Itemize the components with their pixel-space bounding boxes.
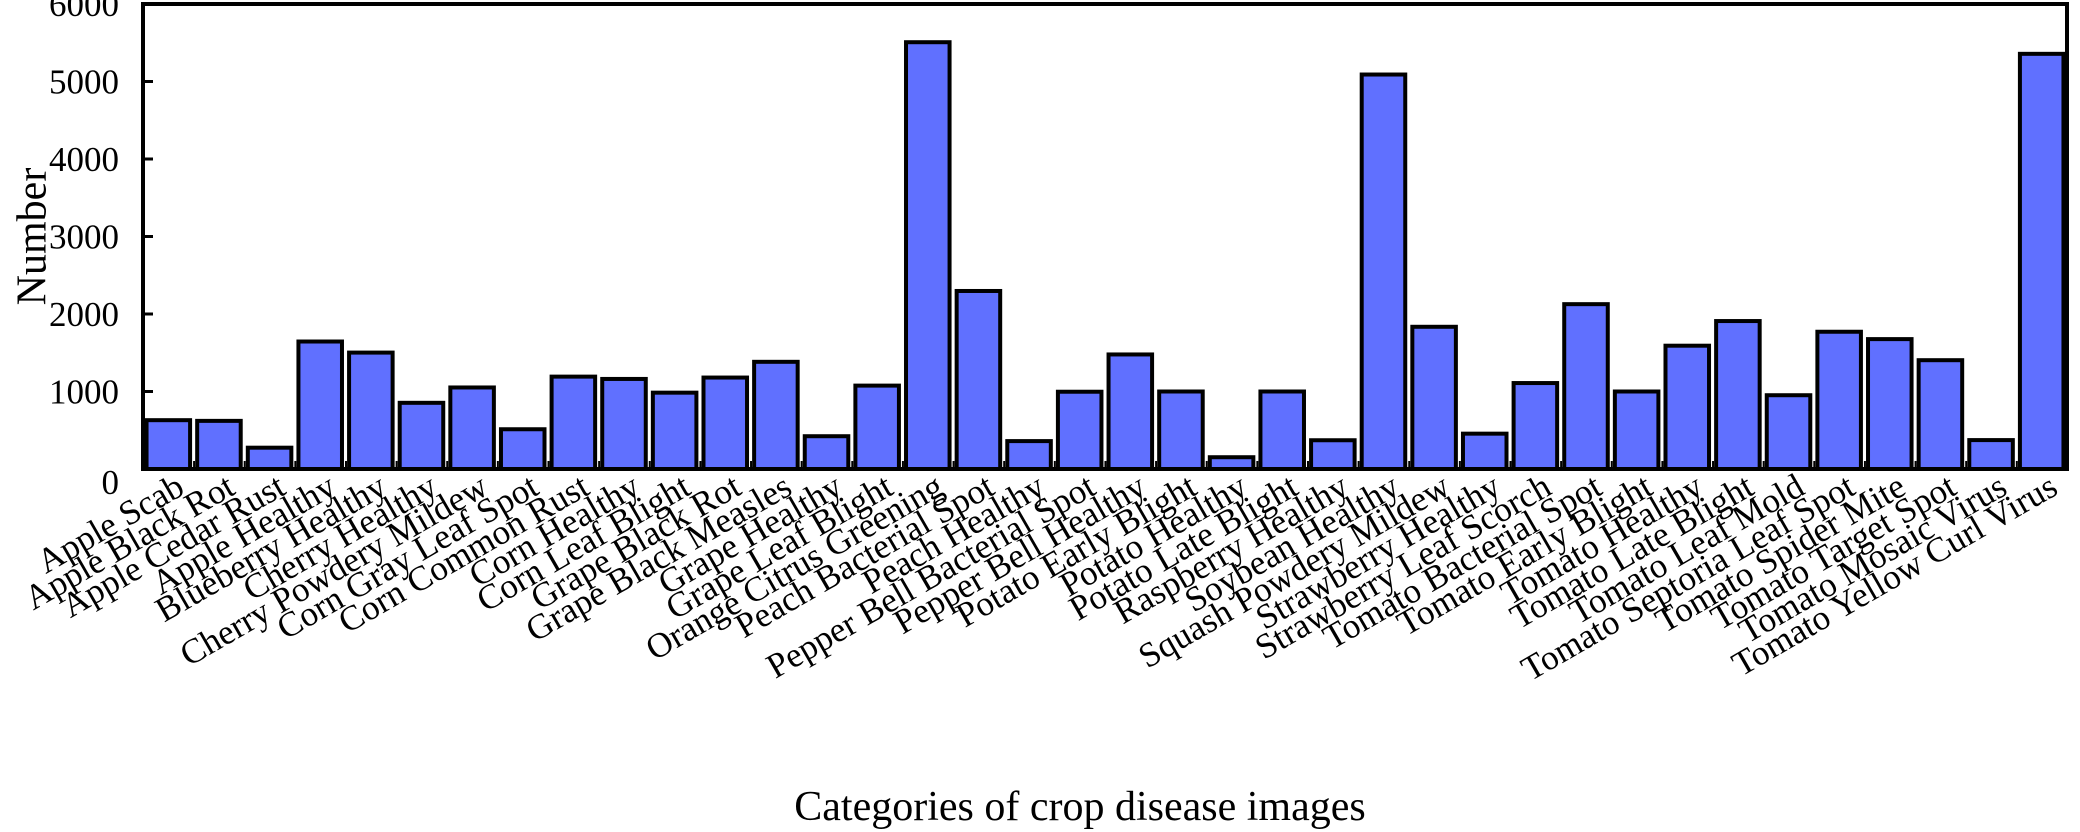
- bar: [1916, 358, 1965, 471]
- bar: [853, 383, 901, 471]
- bar: [650, 390, 699, 472]
- bar: [701, 375, 750, 471]
- bar: [1005, 439, 1053, 472]
- bar: [600, 376, 648, 472]
- bar: [1714, 319, 1762, 471]
- y-tick-label: 5000: [49, 63, 119, 102]
- bar: [1511, 381, 1560, 471]
- bar: [448, 385, 496, 471]
- bar: [802, 434, 851, 471]
- y-axis-title: Number: [10, 168, 56, 306]
- bar: [1106, 352, 1155, 471]
- y-tick-label: 6000: [49, 0, 119, 24]
- bar: [1157, 389, 1205, 471]
- y-axis: 0 1000 2000 3000 4000 5000 6000: [49, 0, 153, 502]
- bar: [1055, 389, 1104, 472]
- bar: [347, 350, 395, 471]
- y-tick-label: 4000: [49, 140, 119, 179]
- bars: [144, 40, 2066, 472]
- bar: [1612, 389, 1661, 471]
- bar: [195, 418, 243, 471]
- bar: [498, 427, 547, 471]
- y-tick-label: 0: [102, 463, 120, 502]
- bar: [144, 418, 193, 471]
- bar: [2017, 51, 2066, 472]
- bar: [397, 400, 446, 471]
- bar: [954, 288, 1003, 472]
- bar: [1562, 302, 1610, 471]
- bar: [1359, 72, 1408, 472]
- bar: [245, 445, 294, 471]
- bar: [1764, 393, 1813, 471]
- bar: [549, 374, 598, 471]
- y-tick-label: 2000: [49, 295, 119, 334]
- bar: [1258, 389, 1306, 471]
- y-tick-label: 1000: [49, 373, 119, 412]
- y-tick-label: 3000: [49, 218, 119, 257]
- bar: [296, 339, 344, 472]
- bar: [1309, 438, 1357, 471]
- bar: [1815, 329, 1863, 471]
- bar: [1663, 343, 1712, 472]
- bar: [1866, 337, 1914, 471]
- bar: [1410, 324, 1458, 471]
- bar: [904, 40, 952, 472]
- x-axis-title: Categories of crop disease images: [794, 784, 1365, 830]
- bar: [1967, 438, 2015, 471]
- bar: [1460, 431, 1509, 472]
- bar: [752, 359, 800, 472]
